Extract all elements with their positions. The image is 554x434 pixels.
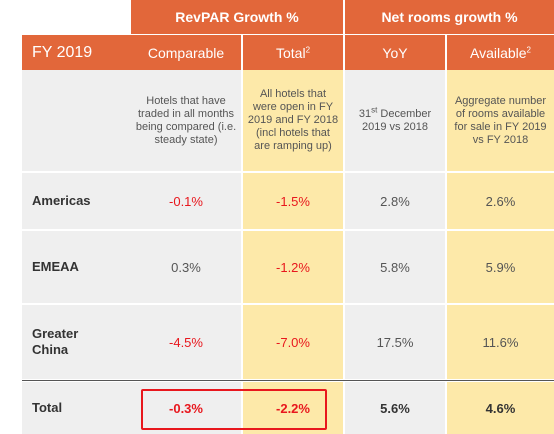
revpar-growth-label: RevPAR Growth % [175,9,299,25]
highlight-box [141,389,327,430]
total-description-text: All hotels that were open in FY 2019 and… [247,88,339,152]
row-total-available: 4.6% [447,382,554,434]
available-header: Available2 [447,35,554,70]
region-label: EMEAA [32,259,79,274]
yoy-desc-suffix: st [371,104,378,114]
available-value: 2.6% [485,193,516,209]
total-label: Total2 [276,45,310,61]
total-header: Total2 [243,35,343,70]
comparable-header: Comparable [131,35,241,70]
row-americas-region: Americas [22,173,131,229]
year-header: FY 2019 [22,35,131,70]
available-value: 4.6% [485,400,516,416]
row-americas-total: -1.5% [243,173,343,229]
row-emeaa-yoy: 5.8% [345,231,445,303]
comparable-description-text: Hotels that have traded in all months be… [135,94,237,146]
net-rooms-growth-label: Net rooms growth % [381,9,518,25]
comparable-description: Hotels that have traded in all months be… [131,70,241,171]
available-description: Aggregate number of rooms available for … [447,70,554,171]
row-greater-china-comparable: -4.5% [131,305,241,379]
yoy-desc-rest: December 2019 vs 2018 [361,107,432,133]
row-greater-china-yoy: 17.5% [345,305,445,379]
net-rooms-growth-header: Net rooms growth % [345,0,554,34]
row-emeaa-region: EMEAA [22,231,131,303]
comparable-value: -4.5% [169,334,203,350]
total-value: -2.2% [276,400,310,416]
revpar-growth-header: RevPAR Growth % [131,0,343,34]
total-description: All hotels that were open in FY 2019 and… [243,70,343,171]
row-emeaa-comparable: 0.3% [131,231,241,303]
yoy-desc-day: 31 [358,107,372,120]
yoy-value: 5.6% [380,400,410,416]
yoy-label: YoY [382,44,408,61]
yoy-header: YoY [345,35,445,70]
row-americas-comparable: -0.1% [131,173,241,229]
yoy-description: 31st December 2019 vs 2018 [345,70,445,171]
total-value: -1.2% [276,259,310,275]
total-divider [22,380,554,381]
available-value: 5.9% [485,259,516,275]
total-value: -1.5% [276,193,310,209]
available-label: Available2 [470,45,531,61]
row-americas-yoy: 2.8% [345,173,445,229]
comparable-value: -0.1% [169,193,203,209]
yoy-value: 17.5% [376,334,414,350]
region-label: Americas [32,193,91,208]
row-greater-china-available: 11.6% [447,305,554,379]
row-emeaa-total: -1.2% [243,231,343,303]
available-footnote: 2 [526,44,531,54]
total-label-text: Total [275,44,306,61]
comparable-value: 0.3% [171,259,201,275]
comparable-value: -0.3% [169,400,203,416]
yoy-description-text: 31st December 2019 vs 2018 [349,104,441,134]
row-total-region: Total [22,382,131,434]
row-total-yoy: 5.6% [345,382,445,434]
row-emeaa-available: 5.9% [447,231,554,303]
available-description-text: Aggregate number of rooms available for … [454,94,547,146]
row-greater-china-region: Greater China [22,305,131,379]
row-americas-available: 2.6% [447,173,554,229]
row-greater-china-total: -7.0% [243,305,343,379]
total-footnote: 2 [305,44,311,54]
description-blank [22,70,131,171]
comparable-label: Comparable [147,44,225,61]
available-value: 11.6% [482,334,519,350]
available-label-text: Available [469,44,527,61]
yoy-value: 5.8% [380,259,410,275]
region-label: Greater China [32,326,79,357]
region-label: Total [32,400,63,415]
year-label: FY 2019 [32,43,93,61]
yoy-value: 2.8% [380,193,410,209]
total-value: -7.0% [276,334,310,350]
